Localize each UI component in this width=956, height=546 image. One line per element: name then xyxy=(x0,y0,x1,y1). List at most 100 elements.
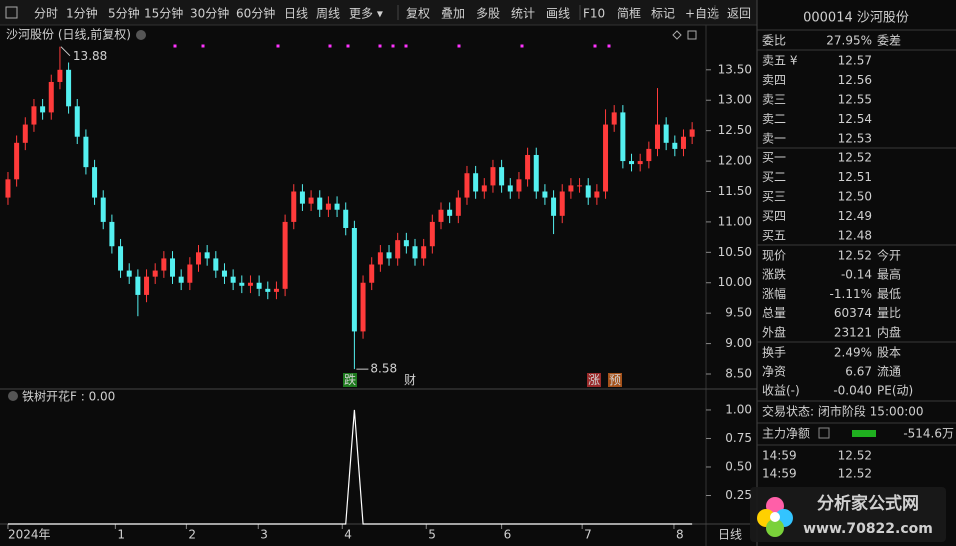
menu-icon[interactable] xyxy=(5,6,18,19)
toolbar-button[interactable]: 日线 xyxy=(284,7,308,21)
signal-dot xyxy=(404,44,408,48)
toolbar-button[interactable]: 叠加 xyxy=(441,7,465,21)
candle-body xyxy=(395,240,401,259)
row-label: 外盘 xyxy=(762,324,786,339)
candle-body xyxy=(429,221,435,247)
row-extra: PE(动) xyxy=(877,384,913,398)
x-tick-label: 1 xyxy=(117,528,125,542)
y-tick-label: 10.00 xyxy=(718,275,752,289)
toolbar-button[interactable]: 分时 xyxy=(34,7,58,21)
candle-body xyxy=(187,264,193,283)
toolbar-button[interactable]: 复权 xyxy=(406,7,430,21)
signal-dot xyxy=(201,44,205,48)
y-tick-label: 9.00 xyxy=(725,336,752,350)
trade-time: 14:59 xyxy=(762,467,797,481)
watermark-url: www.70822.com xyxy=(803,521,933,537)
candle-body xyxy=(195,252,201,265)
candle-body xyxy=(447,209,453,216)
row-value: 12.52 xyxy=(838,249,872,263)
candle-body xyxy=(412,246,418,259)
watermark-bg xyxy=(750,487,946,542)
row-value: 12.57 xyxy=(838,54,872,68)
event-label[interactable]: 涨 xyxy=(588,372,600,387)
toolbar-button[interactable]: 60分钟 xyxy=(236,6,275,21)
indicator-title: 铁树开花F : 0.00 xyxy=(22,389,115,404)
signal-dot xyxy=(607,44,611,48)
row-label: 卖一 xyxy=(762,132,786,146)
row-extra: 今开 xyxy=(877,248,901,263)
toolbar-button[interactable]: 更多 ▾ xyxy=(349,7,383,21)
candle-body xyxy=(351,227,357,332)
toolbar-button[interactable]: 返回 xyxy=(727,7,751,21)
signal-dot xyxy=(391,44,395,48)
x-tick-label: 7 xyxy=(584,528,592,542)
row-label: 换手 xyxy=(762,346,786,360)
candle-body xyxy=(256,282,262,289)
toolbar-button[interactable]: 统计 xyxy=(511,7,535,21)
event-badge[interactable] xyxy=(608,373,622,387)
candle-body xyxy=(490,167,496,186)
candle-body xyxy=(317,197,323,210)
candle-body xyxy=(525,154,531,180)
candle-body xyxy=(585,185,591,198)
toolbar-button[interactable]: 5分钟 xyxy=(108,6,140,21)
row-extra: 最高 xyxy=(877,267,901,282)
y-tick-label: 9.50 xyxy=(725,306,752,320)
y-tick-label: 11.00 xyxy=(718,214,752,228)
candle-body xyxy=(646,148,652,162)
x-tick-label: 8 xyxy=(676,528,684,542)
candle-body xyxy=(247,282,253,286)
signal-dot xyxy=(378,44,382,48)
row-label: 买二 xyxy=(762,170,786,184)
toolbar-button[interactable]: 多股 xyxy=(476,7,500,21)
toolbar-button[interactable]: 1分钟 xyxy=(66,6,98,21)
toolbar-button[interactable]: +自选 xyxy=(685,7,719,21)
row-value: 23121 xyxy=(834,325,872,339)
candle-body xyxy=(22,124,28,143)
row-label: 卖三 xyxy=(762,93,786,107)
diamond-icon[interactable] xyxy=(672,30,682,40)
stock-title: 000014 沙河股份 xyxy=(803,11,909,26)
candle-body xyxy=(291,191,297,222)
candle-body xyxy=(126,270,132,277)
candle-body xyxy=(230,276,236,283)
x-tick-label: 6 xyxy=(504,528,512,542)
candle-body xyxy=(533,154,539,192)
toolbar-button[interactable]: 标记 xyxy=(651,7,675,21)
toolbar-button[interactable]: 画线 xyxy=(546,7,570,21)
candle-body xyxy=(170,258,176,277)
y-tick-label: 11.50 xyxy=(718,184,752,198)
candle-body xyxy=(473,173,479,192)
x-tick-label: 2 xyxy=(188,528,196,542)
candle-body xyxy=(421,246,427,259)
title-icon[interactable] xyxy=(136,30,146,40)
event-label[interactable]: 跌 xyxy=(344,372,356,387)
flow-value: -514.6万 xyxy=(903,427,954,441)
flow-icon[interactable] xyxy=(818,427,830,439)
event-badge[interactable] xyxy=(343,373,357,387)
toolbar-button[interactable]: 15分钟 xyxy=(144,6,183,21)
toolbar-button[interactable]: 30分钟 xyxy=(190,6,229,21)
x-tick-label: 3 xyxy=(260,528,268,542)
candle-body xyxy=(386,252,392,259)
toolbar-button[interactable]: 简框 xyxy=(617,7,641,21)
event-label[interactable]: 预 xyxy=(609,373,621,387)
event-label[interactable]: 财 xyxy=(404,373,416,387)
row-value: 27.95% xyxy=(826,34,872,48)
indicator-icon[interactable] xyxy=(8,391,18,401)
candle-body xyxy=(282,221,288,289)
event-badge[interactable] xyxy=(587,373,601,387)
signal-dot xyxy=(276,44,280,48)
candle-body xyxy=(603,124,609,192)
candle-body xyxy=(568,185,574,192)
toolbar-button[interactable]: 周线 xyxy=(316,7,340,21)
toolbar-button[interactable]: F10 xyxy=(583,7,605,21)
box-icon[interactable] xyxy=(687,30,697,40)
row-label: 净资 xyxy=(762,365,786,379)
candle-body xyxy=(48,81,54,113)
x-tick-label: 5 xyxy=(428,528,436,542)
candle-body xyxy=(594,191,600,198)
candle-body xyxy=(438,209,444,222)
candle-body xyxy=(118,246,124,271)
candle-body xyxy=(325,203,331,210)
